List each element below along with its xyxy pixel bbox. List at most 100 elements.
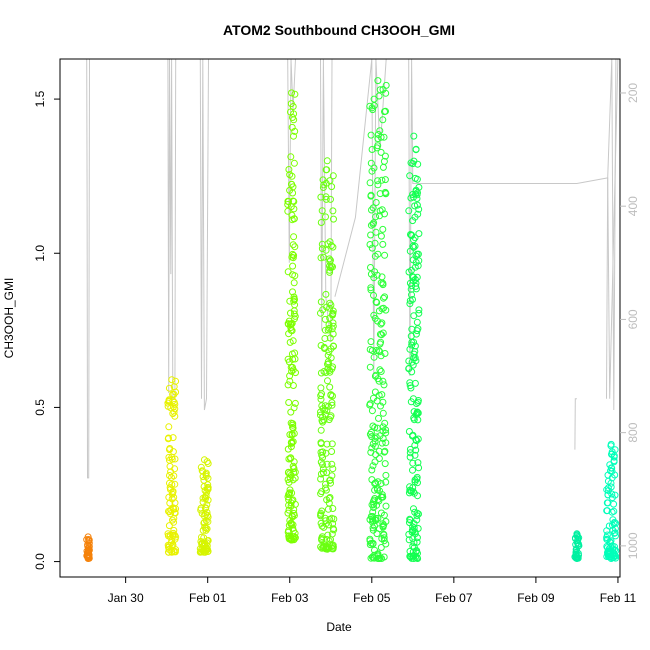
data-point: [319, 465, 327, 473]
data-point: [409, 191, 417, 198]
data-point: [370, 311, 378, 319]
x-tick-label: Feb 09: [517, 591, 555, 605]
data-point: [406, 300, 414, 308]
data-point: [318, 240, 326, 248]
data-point: [170, 514, 178, 522]
data-point: [415, 306, 423, 314]
data-point: [200, 540, 208, 548]
data-point: [165, 548, 173, 556]
data-point: [407, 553, 414, 561]
data-point: [202, 526, 210, 534]
data-points: [83, 77, 620, 562]
data-point: [170, 403, 177, 411]
data-point: [573, 530, 581, 538]
data-point: [377, 352, 385, 360]
data-point: [284, 445, 292, 453]
data-point: [603, 531, 611, 539]
data-point: [322, 520, 330, 528]
data-point: [367, 284, 375, 292]
data-point: [326, 238, 334, 246]
data-point: [287, 408, 295, 416]
data-point: [169, 434, 177, 442]
data-point: [412, 186, 420, 194]
data-point: [288, 439, 296, 447]
data-point: [367, 286, 375, 294]
data-point: [318, 417, 326, 425]
data-point: [375, 307, 383, 315]
data-point: [287, 153, 295, 161]
data-point: [377, 232, 385, 240]
data-point: [289, 355, 297, 363]
data-point: [379, 225, 387, 233]
data-point: [376, 366, 384, 374]
data-point: [329, 465, 337, 473]
data-point: [368, 244, 376, 252]
data-point: [321, 326, 329, 334]
data-point: [369, 106, 377, 114]
data-point: [285, 166, 293, 173]
data-point: [287, 454, 295, 462]
y2-tick-label: 400: [626, 196, 640, 216]
data-point: [327, 354, 335, 362]
data-point: [380, 530, 388, 538]
data-point: [366, 241, 374, 248]
data-point: [84, 555, 92, 562]
data-point: [318, 207, 326, 215]
data-point: [328, 448, 336, 455]
data-point: [326, 383, 334, 391]
data-point: [411, 508, 419, 516]
data-point: [604, 477, 612, 485]
data-point: [382, 190, 390, 198]
data-point: [604, 491, 612, 499]
data-point: [318, 390, 326, 398]
data-point: [371, 495, 379, 502]
data-point: [378, 319, 386, 327]
y-tick-label: 0.5: [33, 399, 47, 416]
data-point: [413, 408, 421, 416]
data-point: [164, 532, 172, 540]
data-point: [379, 409, 387, 417]
data-point: [165, 396, 173, 404]
data-point: [287, 100, 295, 108]
data-point: [171, 480, 179, 488]
data-point: [284, 197, 292, 205]
data-point: [371, 546, 378, 554]
x-tick-label: Feb 03: [271, 591, 309, 605]
data-point: [409, 535, 417, 543]
data-point: [170, 383, 178, 391]
y2-tick-label: 200: [626, 83, 640, 103]
data-point: [198, 533, 205, 541]
data-point: [290, 430, 298, 437]
data-point: [323, 460, 331, 468]
data-point: [409, 432, 416, 440]
data-point: [284, 476, 292, 483]
data-point: [317, 426, 325, 434]
data-point: [381, 210, 388, 218]
data-point: [608, 490, 616, 498]
data-point: [170, 518, 178, 526]
data-point: [369, 220, 377, 228]
data-point: [327, 536, 334, 544]
plot-frame: [59, 58, 621, 578]
data-point: [415, 205, 423, 213]
data-point: [414, 160, 422, 168]
data-point: [371, 388, 379, 396]
data-point: [326, 477, 334, 484]
data-point: [374, 486, 381, 494]
data-point: [410, 273, 417, 281]
data-point: [169, 390, 177, 398]
data-point: [412, 145, 420, 153]
data-point: [413, 437, 421, 445]
data-point: [408, 487, 416, 495]
data-point: [374, 555, 382, 562]
data-point: [368, 146, 376, 153]
data-point: [411, 174, 419, 182]
data-point: [291, 127, 299, 135]
data-point: [290, 404, 298, 412]
data-point: [289, 254, 297, 262]
flight-series-7: [571, 530, 583, 562]
flight-series-4: [317, 157, 338, 553]
data-point: [407, 194, 415, 202]
data-point: [329, 322, 337, 330]
data-point: [412, 330, 420, 338]
